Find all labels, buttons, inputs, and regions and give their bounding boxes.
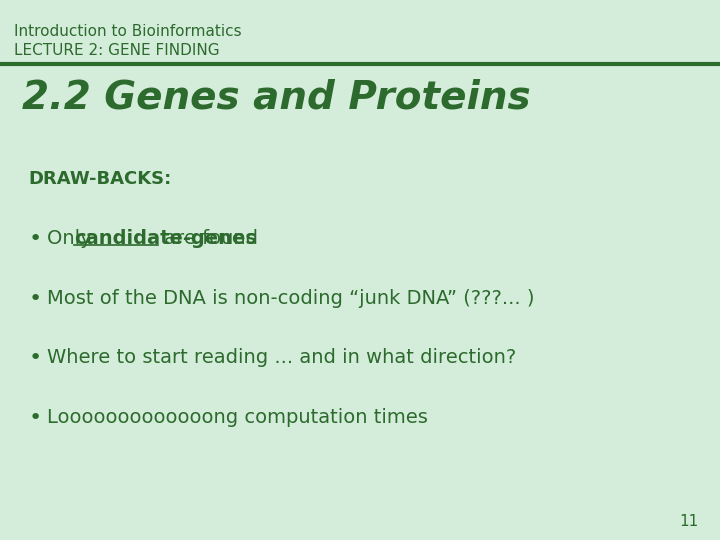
- Text: are found: are found: [158, 230, 258, 248]
- Text: •: •: [29, 348, 42, 368]
- Text: Only: Only: [47, 230, 98, 248]
- Text: LECTURE 2: GENE FINDING: LECTURE 2: GENE FINDING: [14, 43, 220, 58]
- Text: Where to start reading ... and in what direction?: Where to start reading ... and in what d…: [47, 348, 516, 367]
- Text: Looooooooooooong computation times: Looooooooooooong computation times: [47, 408, 428, 427]
- Text: Most of the DNA is non-coding “junk DNA” (???... ): Most of the DNA is non-coding “junk DNA”…: [47, 289, 534, 308]
- Text: •: •: [29, 408, 42, 428]
- Text: •: •: [29, 289, 42, 309]
- Text: Introduction to Bioinformatics: Introduction to Bioinformatics: [14, 24, 242, 39]
- Text: 2.2 Genes and Proteins: 2.2 Genes and Proteins: [22, 78, 530, 116]
- Text: candidate-genes: candidate-genes: [74, 230, 257, 248]
- Text: DRAW-BACKS:: DRAW-BACKS:: [29, 170, 172, 188]
- Text: •: •: [29, 230, 42, 249]
- Text: 11: 11: [679, 514, 698, 529]
